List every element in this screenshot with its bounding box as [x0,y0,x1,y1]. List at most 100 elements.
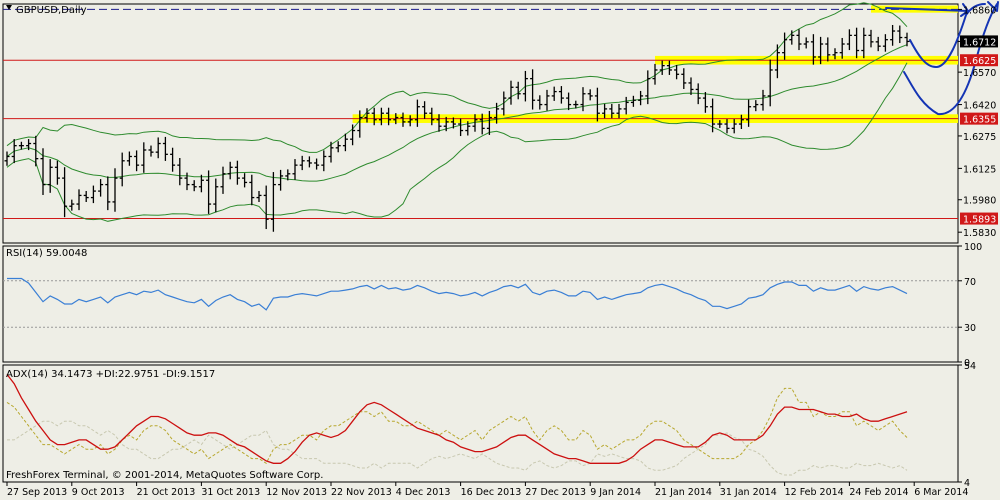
price-bar[interactable] [875,36,881,52]
price-bar[interactable] [609,103,615,119]
price-bar[interactable] [342,133,348,152]
price-bar[interactable] [263,185,269,230]
price-bar[interactable] [573,100,579,109]
price-bar[interactable] [702,92,708,113]
price-bar[interactable] [544,89,550,111]
price-bar[interactable] [890,24,896,46]
price-bar[interactable] [299,155,305,171]
price-bar[interactable] [148,145,154,157]
price-bar[interactable] [695,83,701,105]
price-bar[interactable] [155,137,161,159]
price-bar[interactable] [162,136,168,161]
price-bar[interactable] [242,173,248,188]
price-bar[interactable] [465,121,471,136]
price-bar[interactable] [328,141,334,163]
price-bar[interactable] [227,161,233,180]
price-bar[interactable] [839,37,845,59]
price-bar[interactable] [760,89,766,111]
price-bar[interactable] [616,103,622,119]
price-bar[interactable] [458,118,464,137]
price-bar[interactable] [54,160,60,185]
price-bar[interactable] [306,156,312,168]
price-bar[interactable] [854,27,860,59]
price-bar[interactable] [90,185,96,204]
price-bar[interactable] [400,112,406,127]
price-bar[interactable] [659,60,665,75]
price-bar[interactable] [47,159,53,193]
price-bar[interactable] [270,172,276,232]
price-bar[interactable] [551,86,557,101]
price-bar[interactable] [479,113,485,135]
price-bar[interactable] [184,172,190,191]
price-bar[interactable] [753,100,759,112]
price-bar[interactable] [249,174,255,206]
price-bar[interactable] [26,139,32,151]
price-bar[interactable] [220,166,226,194]
triangle-down-icon[interactable] [6,5,12,10]
price-bar[interactable] [314,158,320,170]
price-bar[interactable] [472,114,478,132]
price-bar[interactable] [335,141,341,153]
price-bar[interactable] [638,90,644,106]
price-bar[interactable] [213,178,219,213]
price-bar[interactable] [803,37,809,49]
price-bar[interactable] [112,168,118,212]
price-bar[interactable] [717,120,723,128]
price-bar[interactable] [810,34,816,65]
price-bar[interactable] [796,29,802,51]
price-bar[interactable] [285,169,291,181]
price-bar[interactable] [407,115,413,127]
price-bar[interactable] [602,103,608,119]
price-bar[interactable] [897,25,903,44]
price-bar[interactable] [710,98,716,133]
price-bar[interactable] [522,70,528,102]
price-bar[interactable] [782,32,788,60]
price-bar[interactable] [350,124,356,146]
price-bar[interactable] [69,199,75,211]
price-bar[interactable] [206,170,212,214]
price-bar[interactable] [170,147,176,172]
price-bar[interactable] [530,69,536,110]
price-bar[interactable] [537,95,543,110]
price-bar[interactable] [868,29,874,48]
price-bar[interactable] [134,150,140,172]
price-bar[interactable] [378,107,384,126]
price-bar[interactable] [904,32,910,47]
price-bar[interactable] [450,117,456,129]
price-bar[interactable] [652,63,658,85]
price-bar[interactable] [789,30,795,45]
price-bar[interactable] [630,95,636,107]
price-bar[interactable] [774,44,780,79]
price-bar[interactable] [746,99,752,127]
price-bar[interactable] [321,150,327,172]
price-bar[interactable] [436,114,442,132]
price-bar[interactable] [292,159,298,180]
price-bar[interactable] [429,107,435,126]
price-bar[interactable] [825,37,831,62]
price-bar[interactable] [501,91,507,116]
price-bar[interactable] [357,110,363,138]
price-bar[interactable] [62,167,68,218]
price-bar[interactable] [177,157,183,186]
price-bar[interactable] [105,176,111,211]
price-bar[interactable] [724,119,730,134]
price-bar[interactable] [566,92,572,111]
price-bar[interactable] [832,48,838,60]
price-bar[interactable] [688,77,694,95]
price-bar[interactable] [666,60,672,75]
price-bar[interactable] [234,160,240,185]
price-bar[interactable] [198,174,204,193]
price-bar[interactable] [674,64,680,80]
price-bar[interactable] [414,99,420,127]
price-bar[interactable] [681,68,687,90]
price-bar[interactable] [731,119,737,134]
price-bar[interactable] [818,36,824,65]
price-bar[interactable] [40,148,46,195]
price-bar[interactable] [191,180,197,192]
price-bar[interactable] [580,87,586,112]
price-bar[interactable] [11,139,17,164]
price-bar[interactable] [422,101,428,119]
price-bar[interactable] [119,152,125,187]
price-bar[interactable] [623,96,629,115]
